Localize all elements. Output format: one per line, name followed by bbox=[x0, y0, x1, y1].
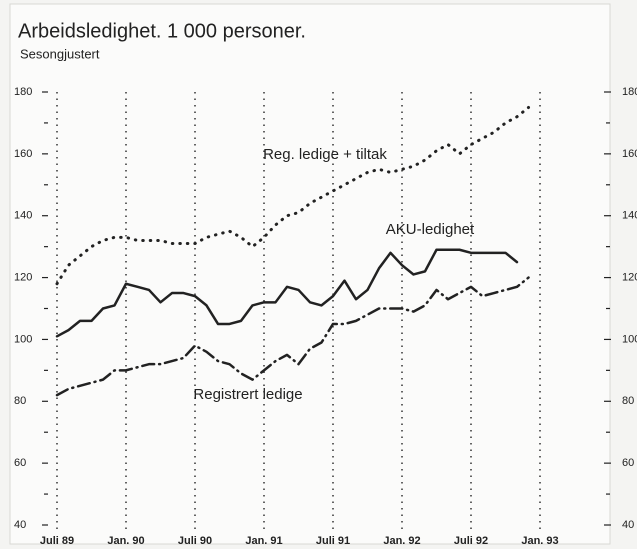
y-tick-label: 160 bbox=[14, 148, 32, 160]
series-label: AKU-ledighet bbox=[386, 221, 475, 238]
series-line bbox=[55, 105, 530, 286]
series-label: Reg. ledige + tiltak bbox=[263, 146, 387, 163]
x-tick-label: Juli 92 bbox=[454, 535, 488, 547]
y-tick-label: 100 bbox=[14, 333, 32, 345]
x-tick-label: Juli 89 bbox=[40, 535, 74, 547]
y-tick-label: 40 bbox=[14, 519, 26, 531]
y-tick-label-right: 120 bbox=[622, 271, 637, 283]
y-tick-label: 60 bbox=[14, 457, 26, 469]
x-tick-label: Jan. 93 bbox=[521, 535, 558, 547]
x-tick-label: Jan. 90 bbox=[107, 535, 144, 547]
x-tick-label: Juli 91 bbox=[316, 535, 350, 547]
x-tick-label: Jan. 92 bbox=[383, 535, 420, 547]
y-tick-label-right: 160 bbox=[622, 148, 637, 160]
y-tick-label: 180 bbox=[14, 86, 32, 98]
chart-subtitle: Sesongjustert bbox=[20, 46, 100, 61]
y-tick-label-right: 40 bbox=[622, 519, 634, 531]
x-tick-label: Juli 90 bbox=[178, 535, 212, 547]
chart-frame bbox=[9, 3, 611, 545]
y-tick-label-right: 100 bbox=[622, 333, 637, 345]
y-tick-label: 80 bbox=[14, 395, 26, 407]
y-tick-label: 120 bbox=[14, 271, 32, 283]
y-tick-label: 140 bbox=[14, 210, 32, 222]
series-label: Registrert ledige bbox=[193, 386, 302, 403]
series-line bbox=[55, 248, 519, 338]
series-line bbox=[55, 276, 530, 397]
y-tick-label-right: 140 bbox=[622, 210, 637, 222]
chart-title: Arbeidsledighet. 1 000 personer. bbox=[18, 20, 306, 42]
y-tick-label-right: 60 bbox=[622, 457, 634, 469]
y-tick-label-right: 80 bbox=[622, 395, 634, 407]
y-tick-label-right: 180 bbox=[622, 86, 637, 98]
x-tick-label: Jan. 91 bbox=[245, 535, 282, 547]
